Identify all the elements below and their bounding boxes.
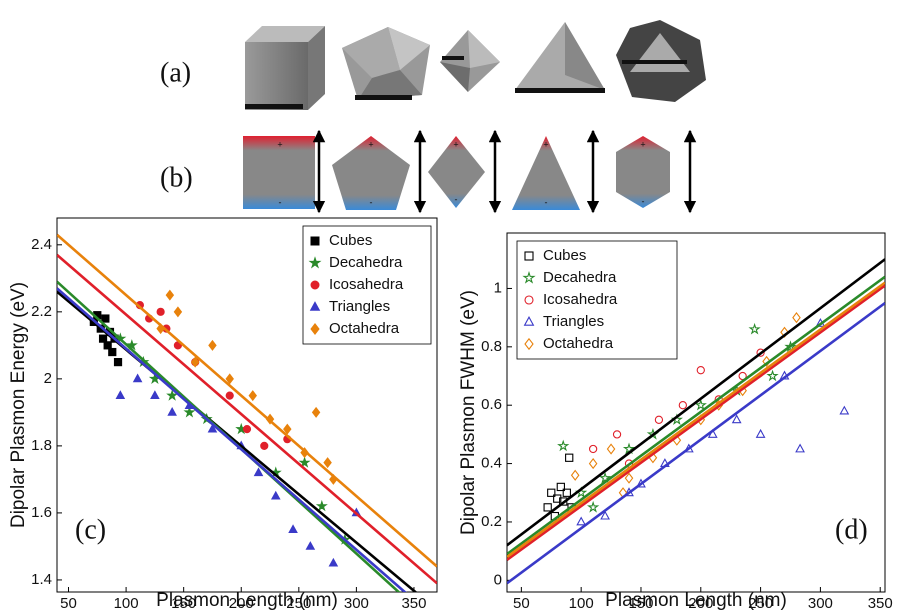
point [151,391,159,398]
legend-marker [311,237,319,245]
plus: + [368,139,373,149]
point [607,444,614,453]
y-tick-label: 2 [44,370,52,387]
point [566,454,573,461]
point [102,315,109,322]
point [249,391,256,400]
plus: + [277,139,282,149]
point [261,442,268,449]
legend-label: Octahedra [329,320,400,337]
x-tick-label: 100 [569,595,594,611]
point [134,375,142,382]
point [226,392,233,399]
point [572,471,579,480]
point [329,559,337,566]
y-tick-label: 0.8 [481,338,502,355]
legend-label: Icosahedra [329,276,404,293]
point [655,416,662,423]
point [559,441,568,449]
x-axis-label: Plasmon Length (nm) [605,590,787,611]
point [750,325,759,333]
y-tick-label: 0.2 [481,513,502,530]
point [589,503,598,511]
point [255,468,263,475]
y-axis-label: Dipolar Plasmon Energy (eV) [8,282,29,528]
point [104,342,111,349]
panel-a-label: (a) [160,57,191,88]
x-tick-label: 350 [868,595,893,611]
x-tick-label: 50 [60,595,77,611]
point [306,542,314,549]
y-tick-label: 2.4 [31,236,52,253]
point [679,402,686,409]
x-tick-label: 100 [114,595,139,611]
legend-label: Triangles [543,313,604,330]
point [840,407,848,414]
y-tick-label: 0.6 [481,396,502,413]
point [577,518,585,525]
point [590,459,597,468]
y-tick-label: 1.8 [31,437,52,454]
point [116,391,124,398]
point [324,458,331,467]
point [793,313,800,322]
point [312,408,319,417]
y-tick-label: 1.6 [31,504,52,521]
legend-label: Octahedra [543,335,614,352]
page: {"panel_a": {"label": "(a)"}, "panel_b":… [0,0,899,611]
y-tick-label: 1.4 [31,571,52,588]
point [114,359,121,366]
point [109,348,116,355]
point [99,335,106,342]
point [168,408,176,415]
legend-label: Decahedra [543,269,617,286]
point [243,426,250,433]
x-tick-label: 300 [808,595,833,611]
plus: + [453,139,458,149]
plus: + [543,139,548,149]
legend-label: Icosahedra [543,291,618,308]
panel-label: (c) [75,514,106,545]
point [157,308,164,315]
minus: - [455,194,458,204]
point [796,445,804,452]
legend-label: Cubes [329,232,372,249]
point [289,525,297,532]
point [317,502,326,510]
panel-label: (d) [835,514,868,545]
y-tick-label: 1 [494,279,502,296]
point [174,307,181,316]
point [697,367,704,374]
minus: - [370,197,373,207]
x-axis-label: Plasmon Length (nm) [156,590,338,611]
point [625,473,632,482]
point [757,430,765,437]
point [166,290,173,299]
x-tick-label: 50 [513,595,530,611]
point [613,431,620,438]
y-tick-label: 0.4 [481,455,502,472]
point [544,504,551,511]
x-tick-label: 350 [401,595,426,611]
minus: - [279,197,282,207]
point [590,445,597,452]
point [209,341,216,350]
point [272,492,280,499]
minus: - [642,196,645,206]
legend-label: Cubes [543,247,586,264]
panel-b-label: (b) [160,162,193,193]
y-tick-label: 0 [494,571,502,588]
y-tick-label: 2.2 [31,303,52,320]
minus: - [545,197,548,207]
legend-label: Triangles [329,298,390,315]
y-axis-label: Dipolar Plasmon FWHM (eV) [458,290,479,535]
legend-marker [311,281,319,289]
figure: (a) (b) + - + - + - + [0,0,899,611]
x-tick-label: 300 [344,595,369,611]
legend-label: Decahedra [329,254,403,271]
plus: + [640,139,645,149]
solids [243,20,706,212]
point [768,371,777,379]
